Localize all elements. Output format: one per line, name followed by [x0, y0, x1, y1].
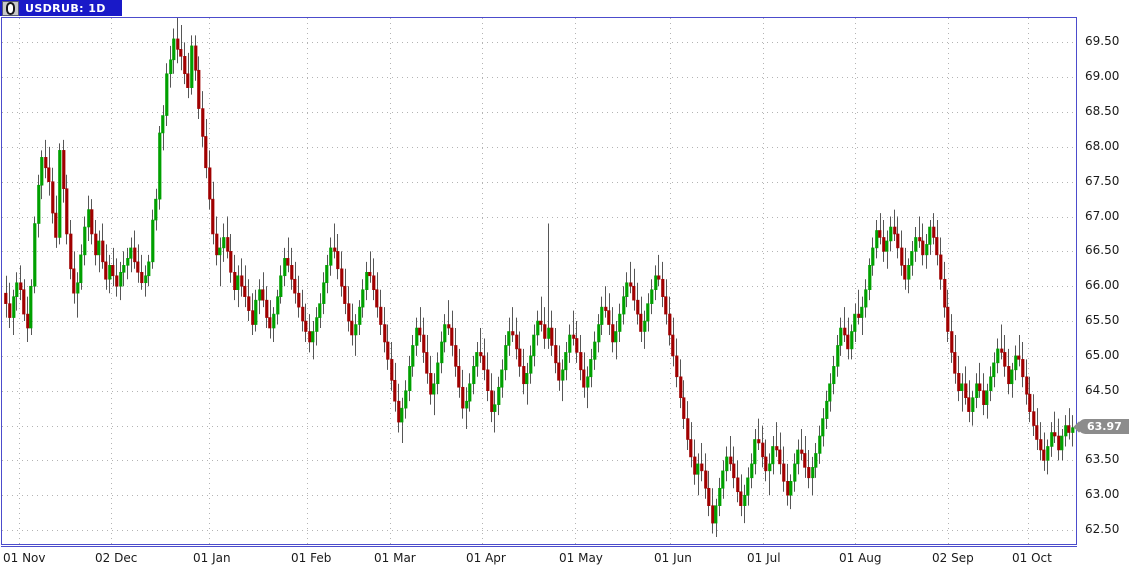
price-axis-tick: 67.50: [1085, 173, 1120, 188]
price-axis-tick: 68.50: [1085, 104, 1120, 119]
date-axis-tick: 01 Apr: [466, 551, 506, 565]
chart-plot-area[interactable]: [1, 17, 1077, 545]
candlestick-series: [4, 18, 1075, 538]
date-axis-tick: 01 Oct: [1012, 551, 1052, 565]
chart-title-tab[interactable]: USDRUB: 1D: [0, 0, 122, 16]
price-axis-tick: 67.00: [1085, 208, 1120, 223]
price-axis-tick: 63.00: [1085, 487, 1120, 502]
date-axis-tick: 02 Dec: [95, 551, 138, 565]
date-axis-tick: 01 Aug: [839, 551, 882, 565]
chart-title-label: USDRUB: 1D: [25, 1, 106, 15]
date-axis-tick: 01 Mar: [374, 551, 416, 565]
price-axis-tick: 68.00: [1085, 138, 1120, 153]
chart-titlebar: USDRUB: 1D: [0, 0, 1140, 16]
date-axis-tick: 02 Sep: [932, 551, 974, 565]
last-price-badge: 63.97: [1078, 419, 1129, 435]
price-axis-tick: 65.00: [1085, 347, 1120, 362]
chart-canvas: [2, 18, 1076, 544]
price-axis-tick: 69.00: [1085, 69, 1120, 84]
price-axis-tick: 65.50: [1085, 313, 1120, 328]
price-axis-tick: 63.50: [1085, 452, 1120, 467]
date-axis-tick: 01 Feb: [291, 551, 332, 565]
price-axis-tick: 62.50: [1085, 522, 1120, 537]
price-axis-tick: 66.00: [1085, 278, 1120, 293]
date-axis-tick: 01 May: [559, 551, 603, 565]
price-axis[interactable]: 69.50 69.00 68.50 68.00 67.50 67.00 66.50 66.00…: [1073, 17, 1140, 545]
date-axis-tick: 01 Jun: [654, 551, 692, 565]
price-axis-tick: 66.50: [1085, 243, 1120, 258]
date-axis[interactable]: 01 Nov 02 Dec 01 Jan 01 Feb 01 Mar 01 Apr 01 M…: [1, 546, 1077, 571]
price-axis-tick: 69.50: [1085, 34, 1120, 49]
price-axis-tick: 64.50: [1085, 382, 1120, 397]
chart-settings-icon[interactable]: [2, 0, 19, 16]
date-axis-tick: 01 Jan: [193, 551, 231, 565]
date-axis-tick: 01 Nov: [3, 551, 46, 565]
date-axis-tick: 01 Jul: [747, 551, 781, 565]
